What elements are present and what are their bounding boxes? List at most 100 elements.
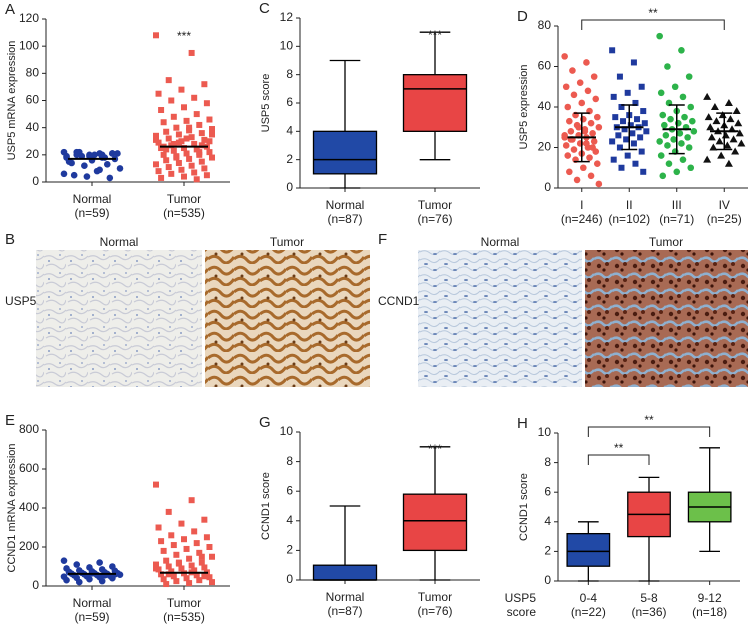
point xyxy=(78,152,86,160)
point xyxy=(155,524,162,531)
point xyxy=(165,563,172,570)
point xyxy=(60,557,68,564)
point xyxy=(203,100,210,107)
y-tick-label: 2 xyxy=(544,544,551,558)
point xyxy=(715,137,724,145)
point xyxy=(632,99,639,106)
panel-letter: E xyxy=(5,412,15,429)
point xyxy=(704,113,713,121)
point xyxy=(188,562,195,569)
point xyxy=(158,538,165,545)
point xyxy=(63,152,70,160)
y-tick-label: 0 xyxy=(286,180,293,194)
point xyxy=(709,143,718,151)
micrograph xyxy=(418,250,582,387)
significance: ** xyxy=(644,413,654,427)
point xyxy=(183,135,190,142)
point xyxy=(609,138,616,145)
point xyxy=(638,83,645,90)
point xyxy=(153,481,159,488)
point xyxy=(562,83,570,91)
point xyxy=(165,164,172,171)
point xyxy=(590,73,598,80)
point xyxy=(116,165,124,172)
y-tick-label: 20 xyxy=(538,140,552,154)
point xyxy=(731,147,740,155)
point xyxy=(209,154,215,161)
point xyxy=(721,131,730,139)
point xyxy=(724,98,733,106)
point xyxy=(638,148,645,155)
y-tick-label: 6 xyxy=(544,484,551,498)
n-label: (n=87) xyxy=(327,212,362,226)
point xyxy=(688,117,696,125)
point xyxy=(198,559,205,566)
y-tick-label: 120 xyxy=(19,11,39,25)
point xyxy=(643,128,650,135)
y-tick-label: 12 xyxy=(280,10,294,24)
point xyxy=(662,132,670,139)
x-tick-label: IV xyxy=(719,198,730,212)
x-tick-label: I xyxy=(580,198,583,212)
point xyxy=(618,104,625,110)
point xyxy=(640,108,647,115)
bracket xyxy=(581,19,725,30)
bracket xyxy=(587,426,711,437)
point xyxy=(595,180,603,188)
point xyxy=(583,140,590,147)
point xyxy=(685,144,693,151)
point xyxy=(610,156,617,163)
point xyxy=(153,32,159,39)
point xyxy=(201,516,208,523)
point xyxy=(581,128,589,135)
column-label: Normal xyxy=(481,235,520,249)
y-axis-label: CCND1 score xyxy=(518,473,530,541)
panel-letter: F xyxy=(378,231,387,248)
point xyxy=(186,580,193,587)
y-tick-label: 10 xyxy=(538,425,552,439)
point xyxy=(188,497,195,504)
point xyxy=(616,73,623,80)
point xyxy=(664,142,671,149)
point xyxy=(75,578,83,586)
point xyxy=(587,119,595,127)
point xyxy=(178,166,185,173)
y-tick-label: 4 xyxy=(544,514,551,528)
point xyxy=(153,136,159,143)
y-tick-label: 600 xyxy=(19,461,39,475)
point xyxy=(163,581,170,588)
point xyxy=(610,93,617,100)
x-tick-label: 5-8 xyxy=(640,591,658,605)
panel-letter: D xyxy=(517,8,528,25)
point xyxy=(198,142,205,149)
point xyxy=(567,128,575,135)
x-tick-label: Tumor xyxy=(167,596,201,610)
point xyxy=(679,156,687,163)
y-axis-label: CCND1 mRNA expression xyxy=(6,444,18,573)
point xyxy=(188,134,195,141)
error-bar xyxy=(716,112,733,151)
point xyxy=(175,139,182,146)
box xyxy=(312,130,378,175)
point xyxy=(181,536,187,543)
point xyxy=(659,111,667,119)
point xyxy=(624,89,631,96)
error-bar xyxy=(668,104,685,155)
point xyxy=(116,571,124,578)
point xyxy=(191,528,198,535)
point xyxy=(593,113,601,121)
significance: ** xyxy=(614,441,624,455)
y-tick-label: 10 xyxy=(280,39,294,53)
point xyxy=(673,168,681,176)
n-label: (n=18) xyxy=(692,605,727,619)
point xyxy=(98,577,106,585)
point xyxy=(584,87,592,95)
point xyxy=(203,534,210,541)
point xyxy=(707,133,716,141)
point xyxy=(178,565,185,572)
point xyxy=(578,99,586,107)
point xyxy=(198,553,205,560)
y-tick-label: 80 xyxy=(26,66,40,80)
x-row-label: USP5 xyxy=(505,591,537,605)
point xyxy=(657,89,665,97)
